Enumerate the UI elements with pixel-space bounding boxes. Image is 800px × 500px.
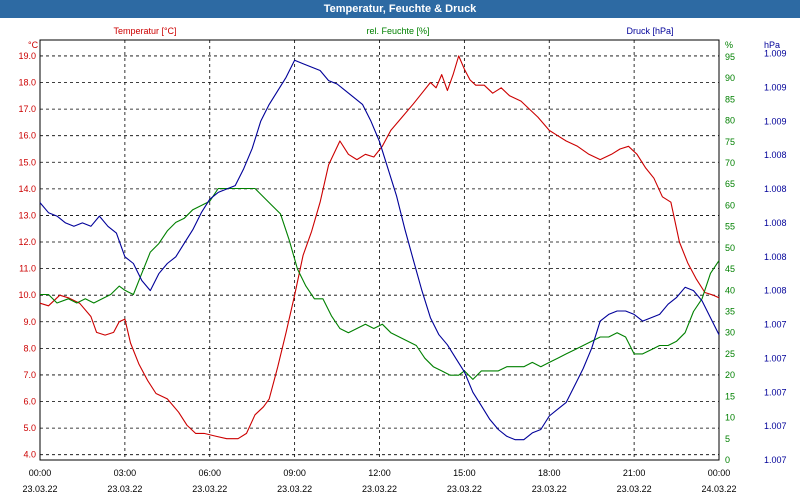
humidity-axis-unit: %	[725, 40, 733, 50]
humidity-tick-label: 60	[725, 200, 735, 210]
temperature-tick-label: 8.0	[23, 343, 36, 353]
temperature-tick-label: 10.0	[18, 290, 36, 300]
humidity-tick-label: 90	[725, 73, 735, 83]
humidity-tick-label: 65	[725, 179, 735, 189]
temperature-tick-label: 5.0	[23, 423, 36, 433]
x-tick-date: 23.03.22	[532, 484, 567, 494]
x-tick-date: 23.03.22	[107, 484, 142, 494]
humidity-tick-label: 15	[725, 391, 735, 401]
temperature-tick-label: 9.0	[23, 317, 36, 327]
pressure-tick-label: 1.007	[764, 421, 787, 431]
x-tick-time: 18:00	[538, 468, 561, 478]
humidity-tick-label: 25	[725, 349, 735, 359]
pressure-tick-label: 1.008	[764, 218, 787, 228]
x-tick-time: 06:00	[198, 468, 221, 478]
x-tick-date: 23.03.22	[277, 484, 312, 494]
temperature-tick-label: 6.0	[23, 397, 36, 407]
humidity-tick-label: 70	[725, 158, 735, 168]
legend-item-3: Druck [hPa]	[626, 26, 673, 36]
pressure-tick-label: 1.007	[764, 353, 787, 363]
temperature-tick-label: 11.0	[19, 264, 36, 274]
humidity-tick-label: 75	[725, 137, 735, 147]
humidity-tick-label: 10	[725, 413, 735, 423]
temperature-tick-label: 18.0	[18, 78, 36, 88]
x-tick-date: 23.03.22	[362, 484, 397, 494]
pressure-tick-label: 1.007	[764, 320, 787, 330]
pressure-tick-label: 1.008	[764, 184, 787, 194]
humidity-tick-label: 95	[725, 52, 735, 62]
humidity-tick-label: 30	[725, 328, 735, 338]
series-line-1	[39, 55, 720, 440]
humidity-tick-label: 45	[725, 264, 735, 274]
pressure-tick-label: 1.009	[764, 49, 787, 59]
temperature-tick-label: 17.0	[18, 104, 36, 114]
humidity-tick-label: 35	[725, 307, 735, 317]
temperature-axis-unit: °C	[28, 40, 39, 50]
pressure-tick-label: 1.009	[764, 116, 787, 126]
temperature-tick-label: 12.0	[18, 237, 36, 247]
series-lines	[39, 55, 720, 441]
x-tick-time: 00:00	[708, 468, 731, 478]
humidity-tick-label: 55	[725, 222, 735, 232]
pressure-tick-label: 1.007	[764, 455, 787, 465]
series-line-3	[39, 59, 720, 441]
x-tick-time: 09:00	[283, 468, 306, 478]
legend-item-1: Temperatur [°C]	[113, 26, 176, 36]
temperature-tick-label: 16.0	[18, 131, 36, 141]
x-tick-time: 12:00	[368, 468, 391, 478]
x-tick-date: 23.03.22	[617, 484, 652, 494]
legend-item-2: rel. Feuchte [%]	[366, 26, 429, 36]
x-tick-time: 03:00	[114, 468, 137, 478]
humidity-tick-label: 85	[725, 94, 735, 104]
x-tick-time: 15:00	[453, 468, 476, 478]
pressure-tick-label: 1.008	[764, 286, 787, 296]
x-tick-time: 21:00	[623, 468, 646, 478]
humidity-tick-label: 0	[725, 455, 730, 465]
temperature-tick-label: 7.0	[23, 370, 36, 380]
x-tick-time: 00:00	[29, 468, 52, 478]
pressure-axis-unit: hPa	[764, 40, 780, 50]
pressure-tick-label: 1.009	[764, 82, 787, 92]
temperature-tick-label: 13.0	[18, 210, 36, 220]
temperature-tick-label: 15.0	[18, 157, 36, 167]
humidity-tick-label: 80	[725, 116, 735, 126]
series-line-2	[40, 187, 720, 380]
pressure-tick-label: 1.007	[764, 387, 787, 397]
humidity-tick-label: 50	[725, 243, 735, 253]
humidity-tick-label: 5	[725, 434, 730, 444]
temperature-tick-label: 14.0	[18, 184, 36, 194]
temperature-tick-label: 4.0	[23, 450, 36, 460]
temperature-tick-label: 19.0	[18, 51, 36, 61]
pressure-tick-label: 1.008	[764, 252, 787, 262]
humidity-tick-label: 20	[725, 370, 735, 380]
x-tick-date: 23.03.22	[192, 484, 227, 494]
axis-labels: 4.0 5.0 6.0 7.0 8.0 9.0 10.0 11.0 12.0 13.0 14.0 15…	[18, 26, 786, 494]
chart-title: Temperatur, Feuchte & Druck	[0, 0, 800, 18]
x-tick-date: 23.03.22	[447, 484, 482, 494]
pressure-tick-label: 1.008	[764, 150, 787, 160]
humidity-tick-label: 40	[725, 285, 735, 295]
x-tick-date: 23.03.22	[22, 484, 57, 494]
grid-lines	[39, 39, 720, 461]
x-tick-date: 24.03.22	[701, 484, 736, 494]
